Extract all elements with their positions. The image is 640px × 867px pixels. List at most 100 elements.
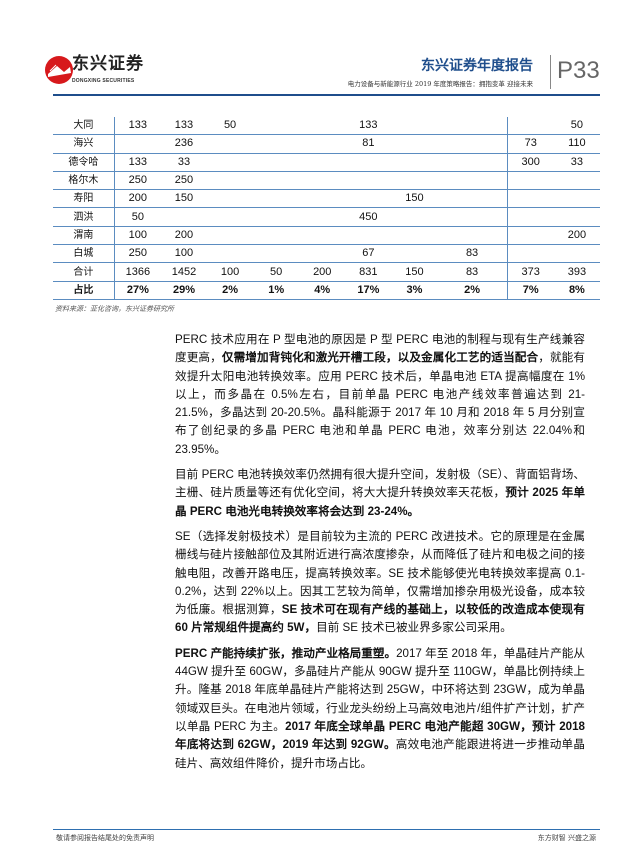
table-cell: 200 (114, 189, 161, 209)
table-cell (553, 171, 600, 191)
logo-subtext: DONGXING SECURITIES (72, 78, 135, 84)
table-cell: 373 (507, 262, 554, 282)
table-cell: 200 (299, 262, 346, 282)
table-cell: 7% (507, 281, 554, 300)
paragraph: PERC 技术应用在 P 型电池的原因是 P 型 PERC 电池的制程与现有生产… (175, 331, 585, 459)
table-cell (253, 189, 300, 209)
table-cell (253, 153, 300, 172)
table-cell: 200 (160, 226, 208, 246)
text-span: 2017 年至 2018 年，单晶硅片产能从 44GW 提升至 60GW，多晶硅… (175, 646, 585, 733)
table-cell (207, 244, 254, 264)
table-cell (391, 226, 438, 246)
table-cell (507, 189, 554, 209)
row-label: 渭南 (53, 226, 115, 246)
table-cell: 50 (207, 117, 254, 136)
table-cell: 150 (391, 262, 438, 282)
table-cell: 83 (437, 262, 508, 282)
body-text: PERC 技术应用在 P 型电池的原因是 P 型 PERC 电池的制程与现有生产… (175, 331, 585, 780)
table-cell (507, 207, 554, 227)
table-cell: 150 (391, 189, 438, 209)
table-cell: 83 (437, 244, 508, 264)
table-cell (507, 244, 554, 264)
table-row: 白城 250 100 67 83 (53, 244, 600, 264)
table-cell: 133 (160, 117, 208, 136)
table-cell: 27% (114, 281, 161, 300)
row-label: 海兴 (53, 134, 115, 154)
table-cell: 50 (253, 262, 300, 282)
logo-text: 东兴证券 (72, 54, 144, 74)
table-row: 格尔木 250 250 (53, 171, 600, 191)
table-cell (437, 207, 508, 227)
table-cell (299, 153, 346, 172)
table-row: 德令哈 133 33 300 33 (53, 153, 600, 172)
table-cell (507, 226, 554, 246)
table-cell (299, 244, 346, 264)
table-cell: 50 (114, 207, 161, 227)
table-cell: 300 (507, 153, 554, 172)
footer-rule (53, 829, 600, 830)
table-cell: 150 (160, 189, 208, 209)
table-cell (160, 207, 208, 227)
table-cell: 2% (437, 281, 508, 300)
table-cell (391, 153, 438, 172)
table-cell (507, 171, 554, 191)
capacity-table: 大同 133 133 50 133 50 海兴 236 81 73 110 德令哈 133 33 300 33… (53, 117, 600, 300)
table-cell (299, 134, 346, 154)
table-cell: 73 (507, 134, 554, 154)
table-cell: 831 (345, 262, 392, 282)
table-cell (207, 153, 254, 172)
bold-text: 仅需增加背钝化和激光开槽工段，以及金属化工艺的适当配合 (221, 351, 539, 365)
report-subtitle: 电力设备与新能源行业 2019 年度策略报告：拥抱变革 迎接未来 (347, 80, 533, 88)
table-cell (391, 134, 438, 154)
table-cell: 81 (345, 134, 392, 154)
text-span: PERC 技术应用在 P 型电池的原因是 P 型 PERC 电池的制程与现有生产… (175, 333, 585, 365)
table-cell: 133 (345, 117, 392, 136)
header-divider (550, 55, 551, 89)
text-span: 高效电池产能跟进将进一步推动单晶硅片、高效组件降价，提升市场占比。 (175, 738, 585, 770)
table-cell (345, 226, 392, 246)
row-label: 泗洪 (53, 207, 115, 227)
table-cell: 67 (345, 244, 392, 264)
table-cell (253, 244, 300, 264)
table-cell (553, 189, 600, 209)
text-span: 目前 PERC 电池转换效率仍然拥有很大提升空间，发射极（SE）、背面铝背场、主… (175, 468, 585, 500)
table-cell: 250 (114, 171, 161, 191)
table-cell (253, 117, 300, 136)
table-cell: 200 (553, 226, 600, 246)
table-cell (207, 207, 254, 227)
header-rule (53, 94, 600, 96)
table-cell (437, 153, 508, 172)
table-cell: 110 (553, 134, 600, 154)
text-span: SE（选择发射极技术）是目前较为主流的 PERC 改进技术。它的原理是在金属栅线… (175, 529, 585, 617)
table-cell: 250 (160, 171, 208, 191)
table-cell (437, 171, 508, 191)
table-cell (553, 244, 600, 264)
table-cell (345, 153, 392, 172)
table-cell (391, 171, 438, 191)
table-cell (507, 117, 554, 136)
bold-text: SE 技术可在现有产线的基础上，以较低的改造成本使现有 60 片常规组件提高约 … (175, 603, 585, 635)
table-cell: 8% (553, 281, 600, 300)
row-label: 大同 (53, 117, 115, 136)
table-row: 占比 27% 29% 2% 1% 4% 17% 3% 2% 7% 8% (53, 281, 600, 300)
row-label: 占比 (53, 281, 115, 300)
table-cell (553, 207, 600, 227)
table-cell (207, 134, 254, 154)
table-cell: 1% (253, 281, 300, 300)
table-cell (114, 134, 161, 154)
table-row: 渭南 100 200 200 (53, 226, 600, 246)
footer-slogan: 东方财智 兴盛之源 (537, 834, 596, 842)
table-cell: 50 (553, 117, 600, 136)
table-cell (253, 226, 300, 246)
bold-text: 2017 年底全球单晶 PERC 电池产能超 30GW，预计 2018 年底将达… (175, 719, 585, 752)
table-cell: 133 (114, 153, 161, 172)
table-row: 海兴 236 81 73 110 (53, 134, 600, 154)
table-row: 泗洪 50 450 (53, 207, 600, 227)
table-cell: 3% (391, 281, 438, 300)
paragraph: 目前 PERC 电池转换效率仍然拥有很大提升空间，发射极（SE）、背面铝背场、主… (175, 466, 585, 521)
table-cell: 250 (114, 244, 161, 264)
bold-text: 预计 2025 年单晶 PERC 电池光电转换效率将会达到 23-24%。 (175, 486, 585, 518)
table-source: 资料来源：亚化咨询，东兴证券研究所 (55, 305, 174, 313)
table-cell (207, 171, 254, 191)
table-row: 寿阳 200 150 150 (53, 189, 600, 209)
